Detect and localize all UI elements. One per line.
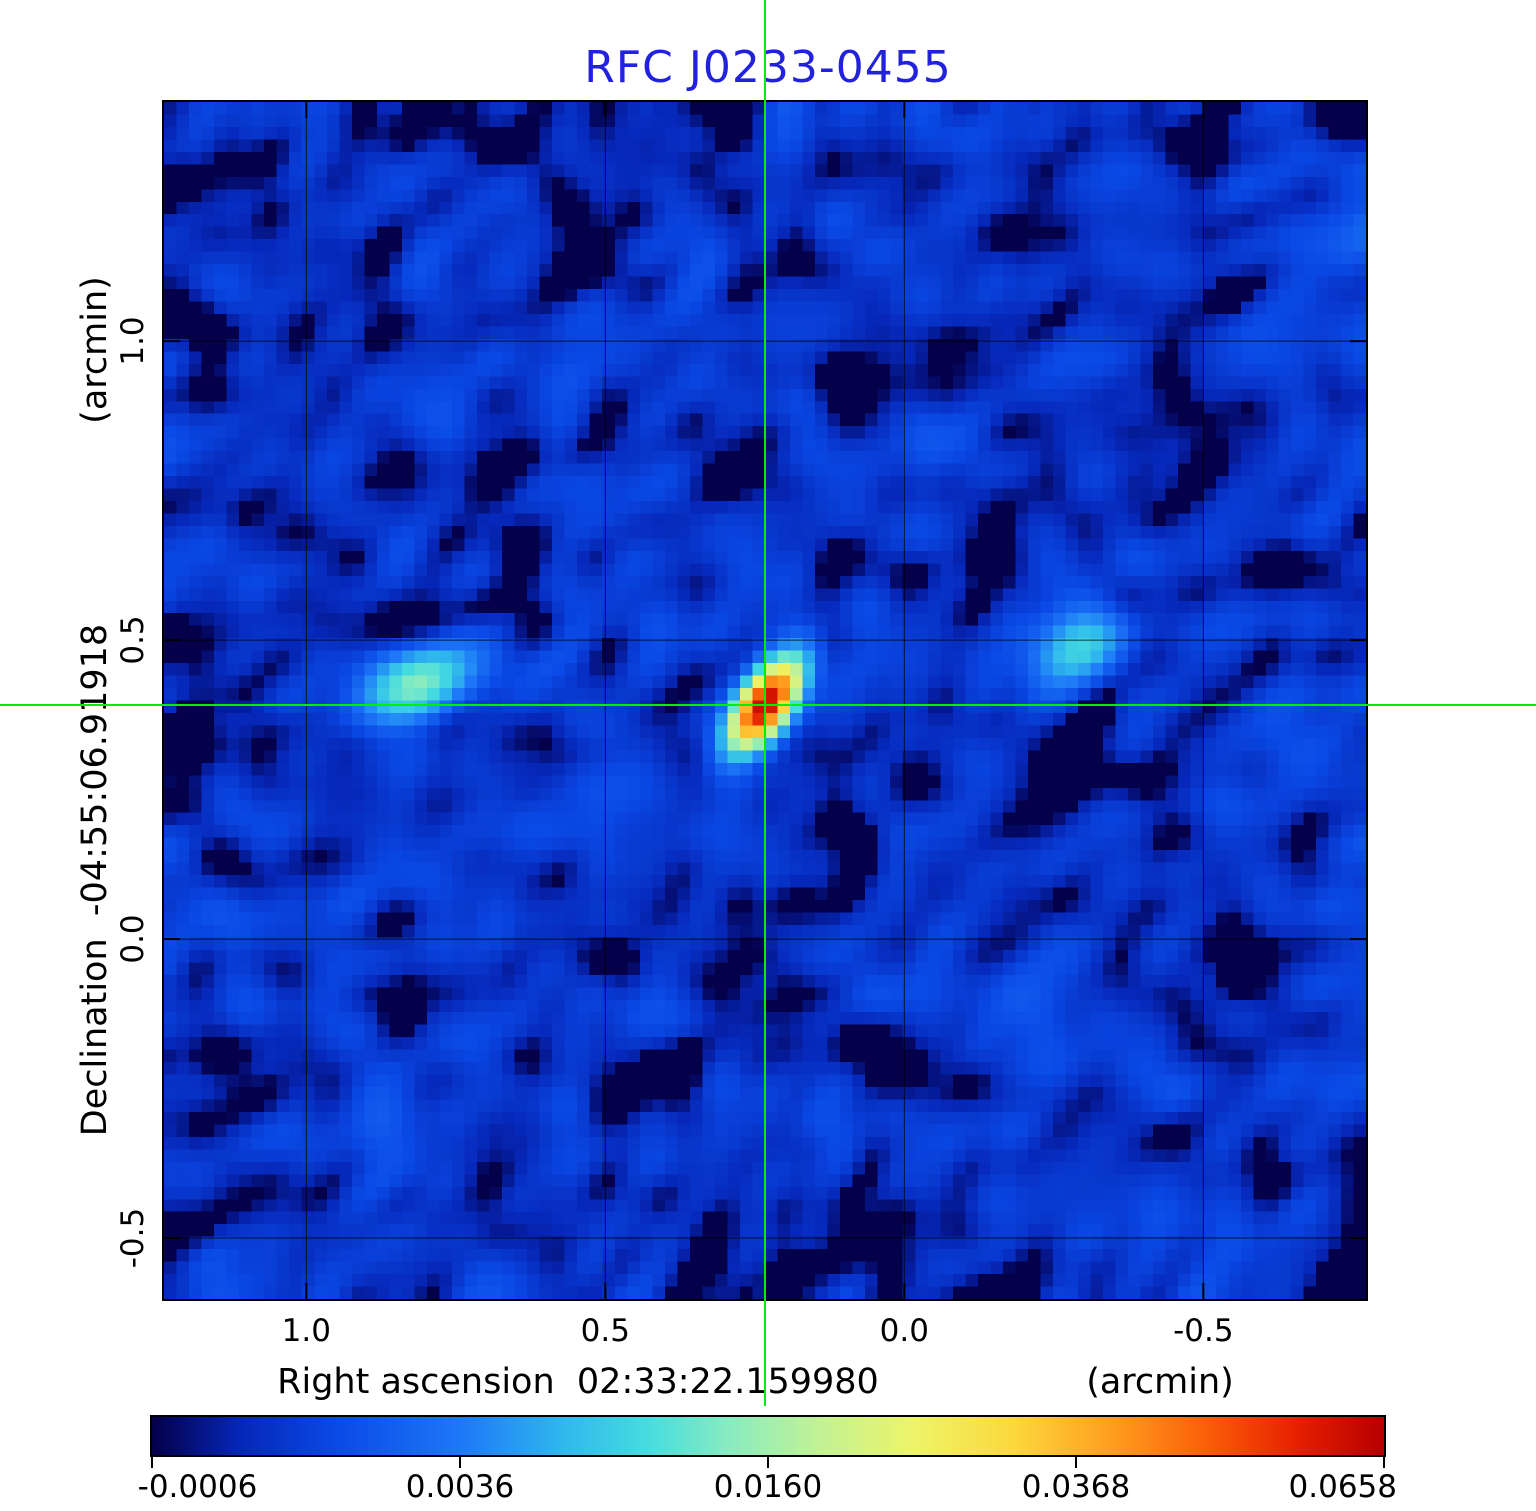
y-axis-title: Declination -04:55:06.91918 — [75, 623, 115, 1137]
y-tick-label: 0.5 — [115, 615, 151, 665]
y-tick-label: 1.0 — [115, 316, 151, 366]
y-tick-label: -0.5 — [115, 1207, 151, 1269]
colorbar-tick-label: 0.0658 — [1288, 1469, 1398, 1505]
y-axis-unit-label: (arcmin) — [75, 276, 115, 424]
colorbar-tick — [1075, 1457, 1077, 1468]
x-tick-label: 0.5 — [580, 1313, 630, 1349]
colorbar-tick — [459, 1457, 461, 1468]
colorbar-tick-label: 0.0160 — [713, 1469, 823, 1505]
y-tick-label: 0.0 — [115, 914, 151, 964]
colorbar-tick — [767, 1457, 769, 1468]
crosshair-vertical-line — [764, 0, 766, 1406]
x-tick-label: 1.0 — [281, 1313, 331, 1349]
x-tick-label: -0.5 — [1173, 1313, 1234, 1349]
figure-title: RFC J0233-0455 — [584, 42, 952, 93]
x-axis-unit-label: (arcmin) — [1086, 1362, 1234, 1402]
colorbar — [150, 1415, 1386, 1457]
colorbar-tick — [151, 1457, 153, 1468]
x-axis-title: Right ascension 02:33:22.159980 — [277, 1362, 879, 1402]
x-tick-label: 0.0 — [879, 1313, 929, 1349]
colorbar-tick-label: 0.0368 — [1021, 1469, 1131, 1505]
colorbar-tick-label: 0.0036 — [405, 1469, 515, 1505]
colorbar-tick-label: -0.0006 — [137, 1469, 258, 1505]
colorbar-canvas — [152, 1417, 1384, 1455]
crosshair-horizontal-line — [0, 703, 1536, 706]
colorbar-tick — [1383, 1457, 1385, 1468]
